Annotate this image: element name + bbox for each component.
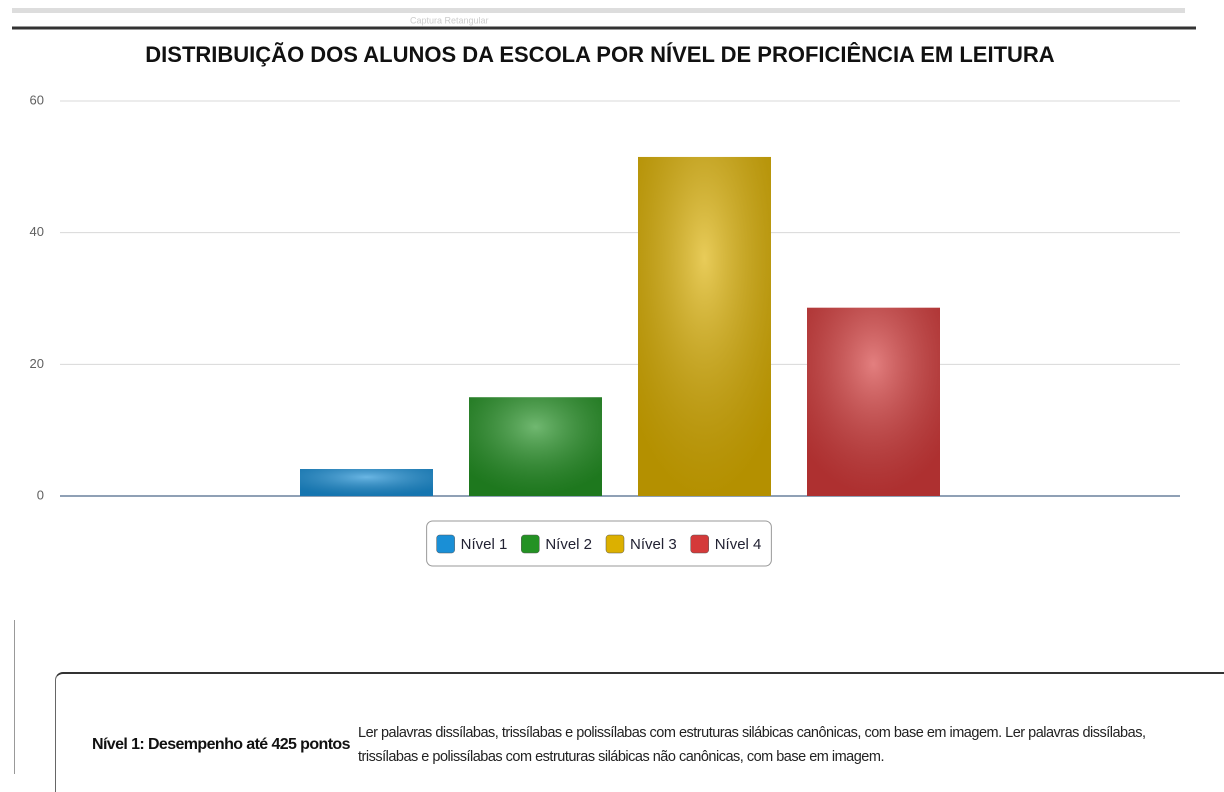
level-label: Nível 1: Desempenho até 425 pontos bbox=[92, 736, 351, 753]
legend-label: Nível 3 bbox=[630, 536, 677, 553]
legend-label: Nível 4 bbox=[715, 536, 762, 553]
chart: Captura Retangular DISTRIBUIÇÃO DOS ALUN… bbox=[12, 8, 1196, 567]
bar bbox=[807, 307, 940, 496]
legend-swatch bbox=[690, 534, 709, 554]
legend-box bbox=[426, 520, 772, 567]
legend-swatch bbox=[521, 534, 540, 554]
legend-label: Nível 1 bbox=[461, 536, 508, 553]
y-tick-label: 40 bbox=[30, 224, 44, 239]
page: Captura Retangular DISTRIBUIÇÃO DOS ALUN… bbox=[12, 8, 1224, 792]
legend-swatch bbox=[436, 534, 455, 554]
legend: Nível 1 Nível 2 Nível 3 Nível 4 bbox=[426, 520, 772, 567]
bar bbox=[300, 469, 433, 496]
bar bbox=[469, 397, 602, 496]
legend-swatch bbox=[605, 534, 625, 554]
level-description: Ler palavras dissílabas, trissílabas e p… bbox=[358, 725, 1146, 765]
y-tick-label: 20 bbox=[30, 356, 44, 371]
chart-title: DISTRIBUIÇÃO DOS ALUNOS DA ESCOLA POR NÍ… bbox=[145, 42, 1054, 67]
overlay-text: Captura Retangular bbox=[410, 15, 489, 25]
legend-label: Nível 2 bbox=[545, 536, 592, 553]
y-tick-label: 60 bbox=[30, 92, 44, 107]
info-box: Nível 1: Desempenho até 425 pontos Ler p… bbox=[55, 672, 1224, 792]
top-bar bbox=[12, 8, 1185, 13]
side-line bbox=[14, 620, 15, 774]
bar bbox=[638, 156, 771, 497]
y-tick-label: 0 bbox=[37, 487, 44, 502]
